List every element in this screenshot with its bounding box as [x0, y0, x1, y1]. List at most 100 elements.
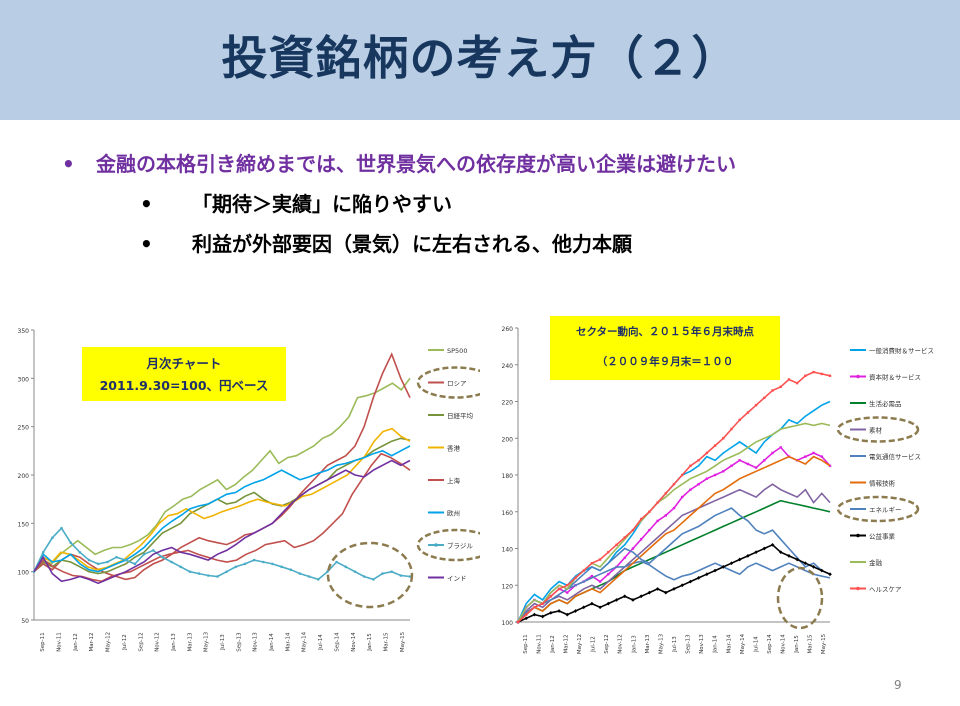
x-tick-label: Jan-14	[713, 635, 719, 654]
data-point	[804, 374, 807, 377]
x-tick-label: Mar-15	[808, 634, 814, 654]
y-tick-label: 350	[18, 328, 30, 335]
series-line	[33, 377, 411, 573]
data-point	[795, 557, 799, 562]
x-tick-label: Sep-12	[138, 632, 144, 651]
data-point	[533, 606, 536, 609]
data-point	[390, 570, 393, 573]
data-point	[234, 565, 238, 569]
x-tick-label: Jan-14	[269, 633, 275, 652]
data-point	[689, 488, 692, 491]
x-tick-label: Jan-15	[367, 633, 373, 652]
data-point	[271, 562, 274, 566]
series-line	[517, 422, 831, 623]
data-point	[133, 562, 137, 566]
data-point	[261, 560, 265, 564]
data-point	[60, 526, 63, 530]
data-point	[656, 519, 659, 523]
data-point	[623, 536, 626, 539]
data-point	[298, 572, 302, 575]
page-number: 9	[894, 678, 902, 692]
legend-label: 欧州	[447, 509, 460, 518]
x-tick-label: Sep-13	[236, 632, 242, 652]
data-point	[557, 587, 561, 591]
y-tick-label: 100	[502, 620, 514, 627]
data-point	[779, 385, 782, 388]
data-point	[622, 594, 627, 599]
data-point	[326, 570, 329, 573]
data-point	[161, 555, 164, 559]
data-point	[681, 495, 684, 499]
legend-marker	[856, 586, 860, 591]
x-tick-label: Jul-13	[672, 636, 678, 653]
y-tick-label: 300	[18, 376, 30, 383]
legend-marker	[856, 533, 860, 538]
legend-label: 素材	[869, 426, 883, 435]
series-line	[33, 445, 411, 573]
callout-box	[550, 316, 780, 380]
y-tick-label: 120	[502, 583, 514, 590]
data-point	[631, 528, 635, 532]
data-point	[688, 579, 693, 584]
data-point	[746, 462, 750, 466]
y-tick-label: 50	[21, 618, 29, 625]
x-tick-label: Mar-15	[383, 632, 389, 652]
legend-highlight-ellipse	[836, 495, 920, 523]
data-point	[188, 570, 192, 573]
x-tick-label: May-15	[821, 633, 827, 654]
data-point	[51, 536, 54, 540]
y-tick-label: 150	[18, 521, 30, 528]
data-point	[106, 560, 109, 564]
title-bar	[0, 0, 960, 120]
x-tick-label: Nov-14	[351, 632, 357, 652]
data-point	[771, 389, 774, 392]
callout-text: 月次チャート	[146, 356, 222, 371]
legend-label: ヘルスケア	[869, 586, 902, 594]
x-tick-label: Sep-14	[334, 632, 340, 652]
x-tick-label: Sep-13	[686, 634, 692, 654]
x-tick-label: Jan-12	[550, 635, 556, 653]
data-point	[41, 551, 45, 554]
data-point	[78, 551, 82, 554]
data-point	[656, 501, 659, 504]
data-point	[803, 561, 808, 566]
data-point	[615, 543, 618, 547]
data-highlight-ellipse	[776, 566, 824, 630]
y-tick-label: 250	[18, 425, 30, 432]
data-point	[639, 538, 643, 541]
x-tick-label: Mar-13	[645, 634, 651, 654]
data-point	[565, 612, 570, 617]
legend-label: 日経平均	[447, 411, 474, 420]
x-tick-label: May-14	[302, 631, 308, 652]
y-tick-label: 240	[502, 363, 514, 370]
data-point	[566, 591, 569, 594]
data-point	[525, 613, 528, 616]
y-tick-label: 180	[502, 473, 514, 480]
data-point	[763, 396, 766, 400]
legend-label: ロシア	[447, 380, 467, 388]
data-point	[344, 565, 348, 569]
y-tick-label: 220	[502, 400, 514, 407]
data-point	[681, 473, 684, 477]
bullet-mark: •	[62, 152, 75, 176]
x-tick-label: Jul-12	[122, 634, 128, 651]
data-point	[754, 466, 758, 469]
y-tick-label: 260	[502, 326, 514, 333]
data-point	[722, 470, 725, 473]
data-point	[697, 482, 700, 486]
data-point	[828, 374, 832, 377]
x-tick-label: May-13	[204, 631, 210, 652]
data-point	[607, 550, 610, 554]
x-tick-label: Nov-13	[253, 632, 259, 652]
data-point	[664, 514, 667, 517]
data-point	[696, 576, 701, 580]
x-tick-label: May-12	[577, 634, 583, 654]
x-tick-label: Sep-12	[604, 634, 610, 653]
data-point	[705, 451, 709, 455]
data-point	[252, 558, 256, 562]
bullet-1: • 金融の本格引き締めまでは、世界景気への依存度が高い企業は避けたい	[62, 148, 736, 177]
x-tick-label: Mar-14	[285, 632, 291, 652]
data-point	[598, 580, 602, 583]
data-point	[590, 562, 594, 565]
data-point	[819, 568, 824, 573]
